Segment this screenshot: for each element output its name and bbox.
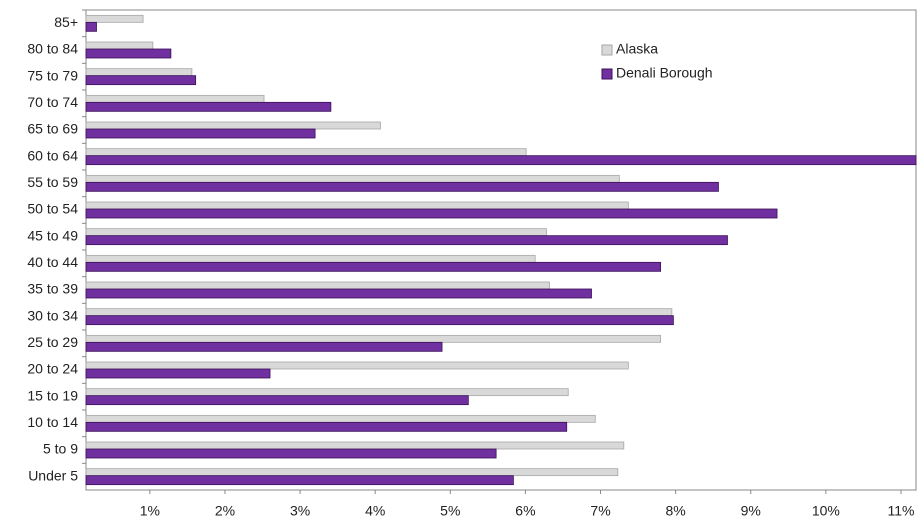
bar <box>85 308 673 317</box>
bar <box>85 68 193 77</box>
y-tick-label: 15 to 19 <box>27 387 78 403</box>
bar <box>85 468 619 477</box>
bar <box>85 121 381 130</box>
y-tick-label: 45 to 49 <box>27 227 78 243</box>
y-tick-label: 55 to 59 <box>27 174 78 190</box>
x-tick-label: 11% <box>887 503 914 519</box>
bar <box>85 228 547 237</box>
legend-swatch <box>601 68 613 80</box>
bar <box>85 334 662 343</box>
bar <box>85 361 629 370</box>
x-tick-label: 1% <box>140 503 160 519</box>
bar <box>85 395 469 406</box>
legend-label: Denali Borough <box>616 65 713 81</box>
y-tick-label: 65 to 69 <box>27 121 78 137</box>
bar <box>85 155 917 166</box>
bar <box>85 48 172 59</box>
x-tick-label: 3% <box>290 503 310 519</box>
legend-swatch <box>601 44 613 56</box>
bar <box>85 94 265 103</box>
bar <box>85 414 596 423</box>
x-tick-label: 2% <box>215 503 235 519</box>
x-tick-label: 4% <box>365 503 385 519</box>
bar <box>85 75 197 86</box>
y-tick-label: 85+ <box>54 14 78 30</box>
bar <box>85 101 332 112</box>
y-tick-label: 50 to 54 <box>27 201 78 217</box>
bar <box>85 368 271 379</box>
y-tick-label: 20 to 24 <box>27 361 78 377</box>
y-tick-label: 80 to 84 <box>27 41 78 57</box>
bar <box>85 41 154 50</box>
bar <box>85 288 592 299</box>
bar <box>85 181 719 192</box>
y-tick-label: 10 to 14 <box>27 414 78 430</box>
y-tick-label: 60 to 64 <box>27 147 78 163</box>
bar <box>85 235 728 246</box>
x-tick-label: 9% <box>741 503 761 519</box>
y-tick-label: 70 to 74 <box>27 94 78 110</box>
bar <box>85 475 514 486</box>
bar <box>85 421 568 432</box>
x-tick-label: 8% <box>666 503 686 519</box>
bar <box>85 148 527 157</box>
bar <box>85 201 629 210</box>
x-tick-label: 10% <box>812 503 840 519</box>
y-tick-label: 25 to 29 <box>27 334 78 350</box>
y-tick-label: 30 to 34 <box>27 307 78 323</box>
y-tick-label: 75 to 79 <box>27 67 78 83</box>
y-tick-label: 5 to 9 <box>43 441 78 457</box>
bar <box>85 261 662 272</box>
y-tick-label: Under 5 <box>28 467 78 483</box>
bar <box>85 341 443 352</box>
x-tick-label: 5% <box>440 503 460 519</box>
bar <box>85 448 497 459</box>
bar <box>85 14 144 23</box>
bar <box>85 128 316 139</box>
bar <box>85 388 569 397</box>
x-tick-label: 6% <box>515 503 535 519</box>
bar <box>85 174 620 183</box>
y-tick-label: 35 to 39 <box>27 281 78 297</box>
bar <box>85 281 550 290</box>
y-tick-label: 40 to 44 <box>27 254 78 270</box>
bar <box>85 315 674 326</box>
bar <box>85 254 536 263</box>
legend-label: Alaska <box>616 41 658 57</box>
bar <box>85 208 778 219</box>
x-tick-label: 7% <box>590 503 610 519</box>
bar <box>85 21 97 32</box>
bar <box>85 441 625 450</box>
